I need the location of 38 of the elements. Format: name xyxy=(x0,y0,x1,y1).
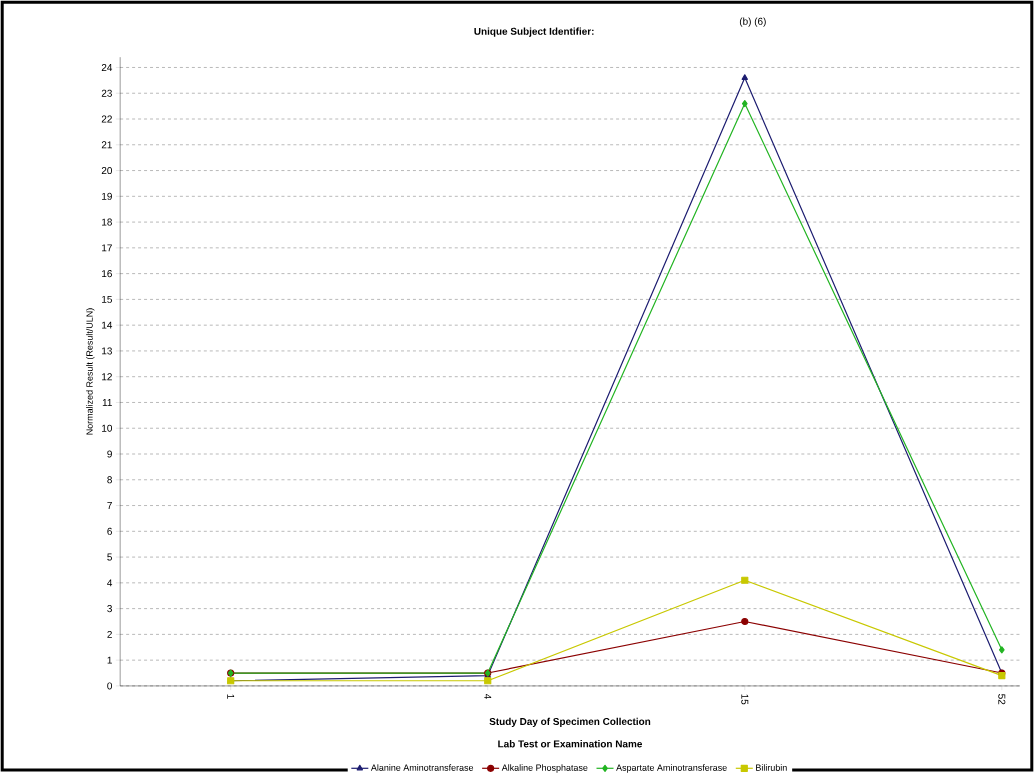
legend-label: Alkaline Phosphatase xyxy=(501,764,588,773)
y-tick-label: 19 xyxy=(102,192,112,200)
y-tick-label: 3 xyxy=(107,604,112,613)
y-tick-label: 8 xyxy=(107,476,112,484)
y-tick-label: 0 xyxy=(107,682,113,690)
x-tick-label: 15 xyxy=(741,694,749,705)
legend-label: Aspartate Aminotransferase xyxy=(616,764,727,773)
y-tick-label: 13 xyxy=(102,347,112,355)
y-axis-title: Normalized Result (Result/ULN) xyxy=(86,308,95,435)
y-tick-label: 9 xyxy=(107,450,112,458)
chart-title: Unique Subject Identifier: xyxy=(474,27,594,37)
x-axis-title: Study Day of Specimen Collection xyxy=(489,717,651,727)
y-tick-label: 1 xyxy=(107,656,112,664)
y-tick-label: 18 xyxy=(102,218,112,226)
y-tick-label: 23 xyxy=(101,89,112,97)
legend-label: Alanine Aminotransferase xyxy=(370,764,474,771)
y-tick-label: 6 xyxy=(107,527,112,535)
x-tick-label: 4 xyxy=(484,693,492,699)
text: (b) (6) xyxy=(739,17,766,27)
x-tick-label: 52 xyxy=(998,693,1006,705)
y-tick-label: 22 xyxy=(101,115,112,123)
y-tick-label: 14 xyxy=(102,321,113,329)
y-tick-label: 4 xyxy=(107,579,113,587)
y-tick-label: 7 xyxy=(107,501,112,509)
y-tick-label: 21 xyxy=(101,141,112,149)
y-tick-label: 11 xyxy=(102,398,112,406)
y-tick-label: 20 xyxy=(101,166,113,174)
y-tick-label: 5 xyxy=(107,553,112,561)
x-tick-label: 1 xyxy=(227,694,235,699)
legend-label: Bilirubin xyxy=(756,764,787,771)
legend-title: Lab Test or Examination Name xyxy=(498,739,643,748)
y-tick-label: 15 xyxy=(102,295,112,303)
y-tick-label: 2 xyxy=(107,630,112,638)
y-tick-label: 16 xyxy=(102,269,112,278)
y-tick-label: 24 xyxy=(101,63,113,71)
y-tick-label: 12 xyxy=(102,373,112,381)
y-tick-label: 10 xyxy=(102,424,113,432)
y-tick-label: 17 xyxy=(102,244,112,252)
